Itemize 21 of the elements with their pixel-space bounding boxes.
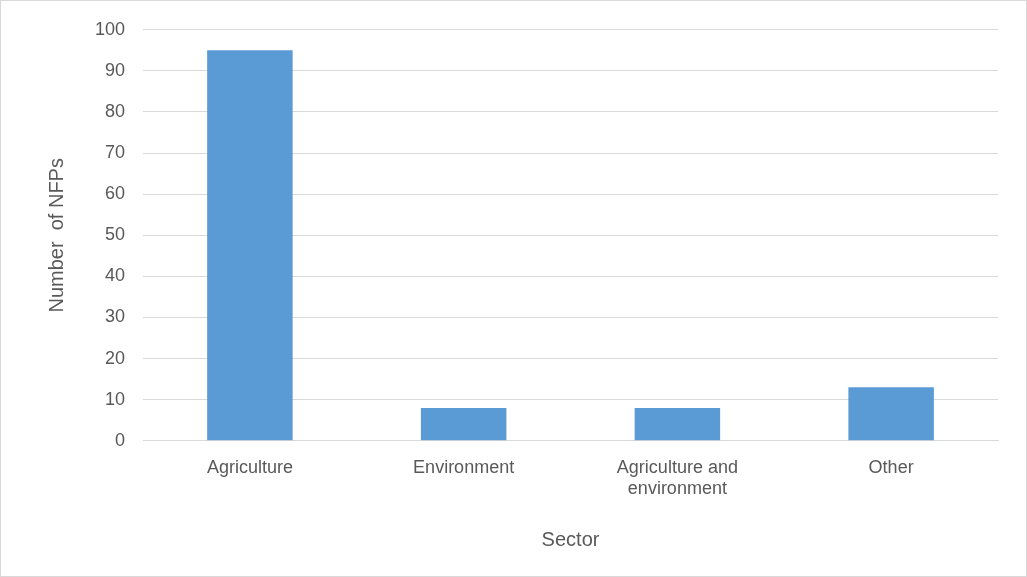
bar bbox=[634, 407, 721, 441]
y-tick-label: 0 bbox=[115, 429, 126, 450]
y-tick-label: 80 bbox=[105, 100, 126, 121]
y-tick-label: 50 bbox=[105, 224, 126, 245]
x-axis-title: Sector bbox=[541, 527, 600, 550]
y-tick-label: 30 bbox=[105, 306, 126, 327]
y-tick-label: 70 bbox=[105, 142, 126, 163]
y-tick-label: 100 bbox=[94, 18, 126, 39]
y-tick-label: 90 bbox=[105, 59, 126, 80]
bar bbox=[848, 387, 934, 441]
y-tick-label: 40 bbox=[105, 265, 126, 286]
bar bbox=[207, 50, 293, 441]
y-tick-label: 10 bbox=[105, 388, 126, 409]
y-tick-label: 20 bbox=[105, 347, 126, 368]
bar bbox=[420, 407, 507, 441]
x-tick-label: Environment bbox=[413, 456, 515, 477]
x-tick-label: Other bbox=[868, 456, 914, 477]
y-tick-label: 60 bbox=[105, 183, 126, 204]
x-tick-label: Agriculture and environment bbox=[616, 456, 738, 499]
y-axis-title: Number of NFPs bbox=[44, 158, 67, 313]
x-tick-label: Agriculture bbox=[206, 456, 293, 477]
